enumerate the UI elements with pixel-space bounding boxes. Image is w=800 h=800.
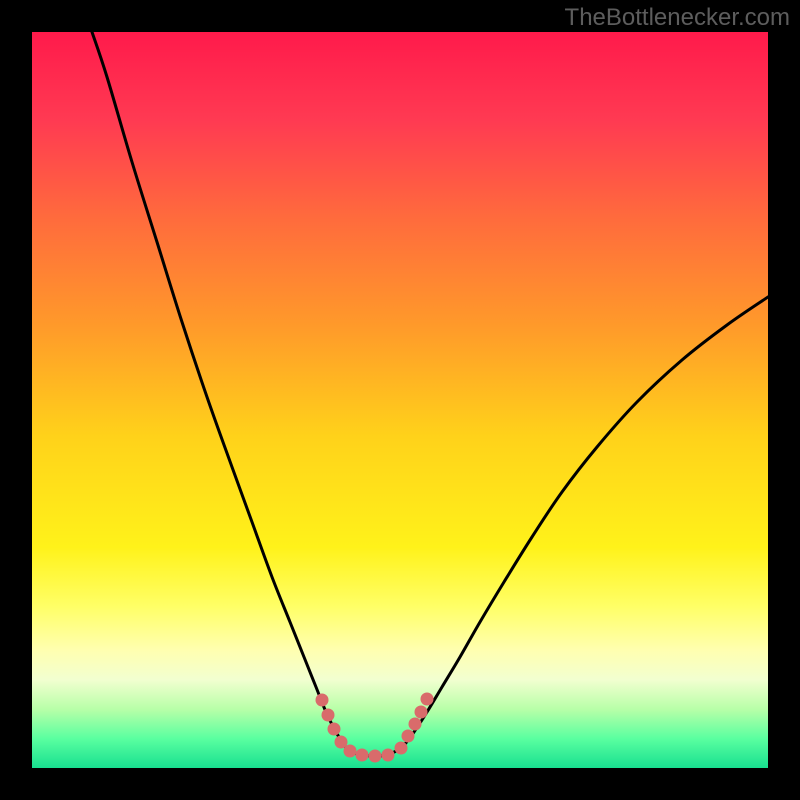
highlight-marker: [369, 750, 382, 763]
watermark-text: TheBottlenecker.com: [565, 4, 790, 32]
highlight-marker: [344, 745, 357, 758]
highlight-marker: [382, 749, 395, 762]
curve-right-curve: [402, 297, 768, 748]
highlight-marker: [328, 723, 341, 736]
highlight-marker: [322, 709, 335, 722]
highlight-marker: [402, 730, 415, 743]
highlight-marker: [316, 694, 329, 707]
highlight-marker: [415, 706, 428, 719]
curve-left-curve: [92, 32, 346, 748]
chart-root: TheBottlenecker.com: [0, 0, 800, 800]
curve-svg: [32, 32, 768, 768]
highlight-marker: [395, 742, 408, 755]
highlight-marker: [421, 693, 434, 706]
highlight-marker: [409, 718, 422, 731]
plot-area: [32, 32, 768, 768]
highlight-marker: [356, 749, 369, 762]
